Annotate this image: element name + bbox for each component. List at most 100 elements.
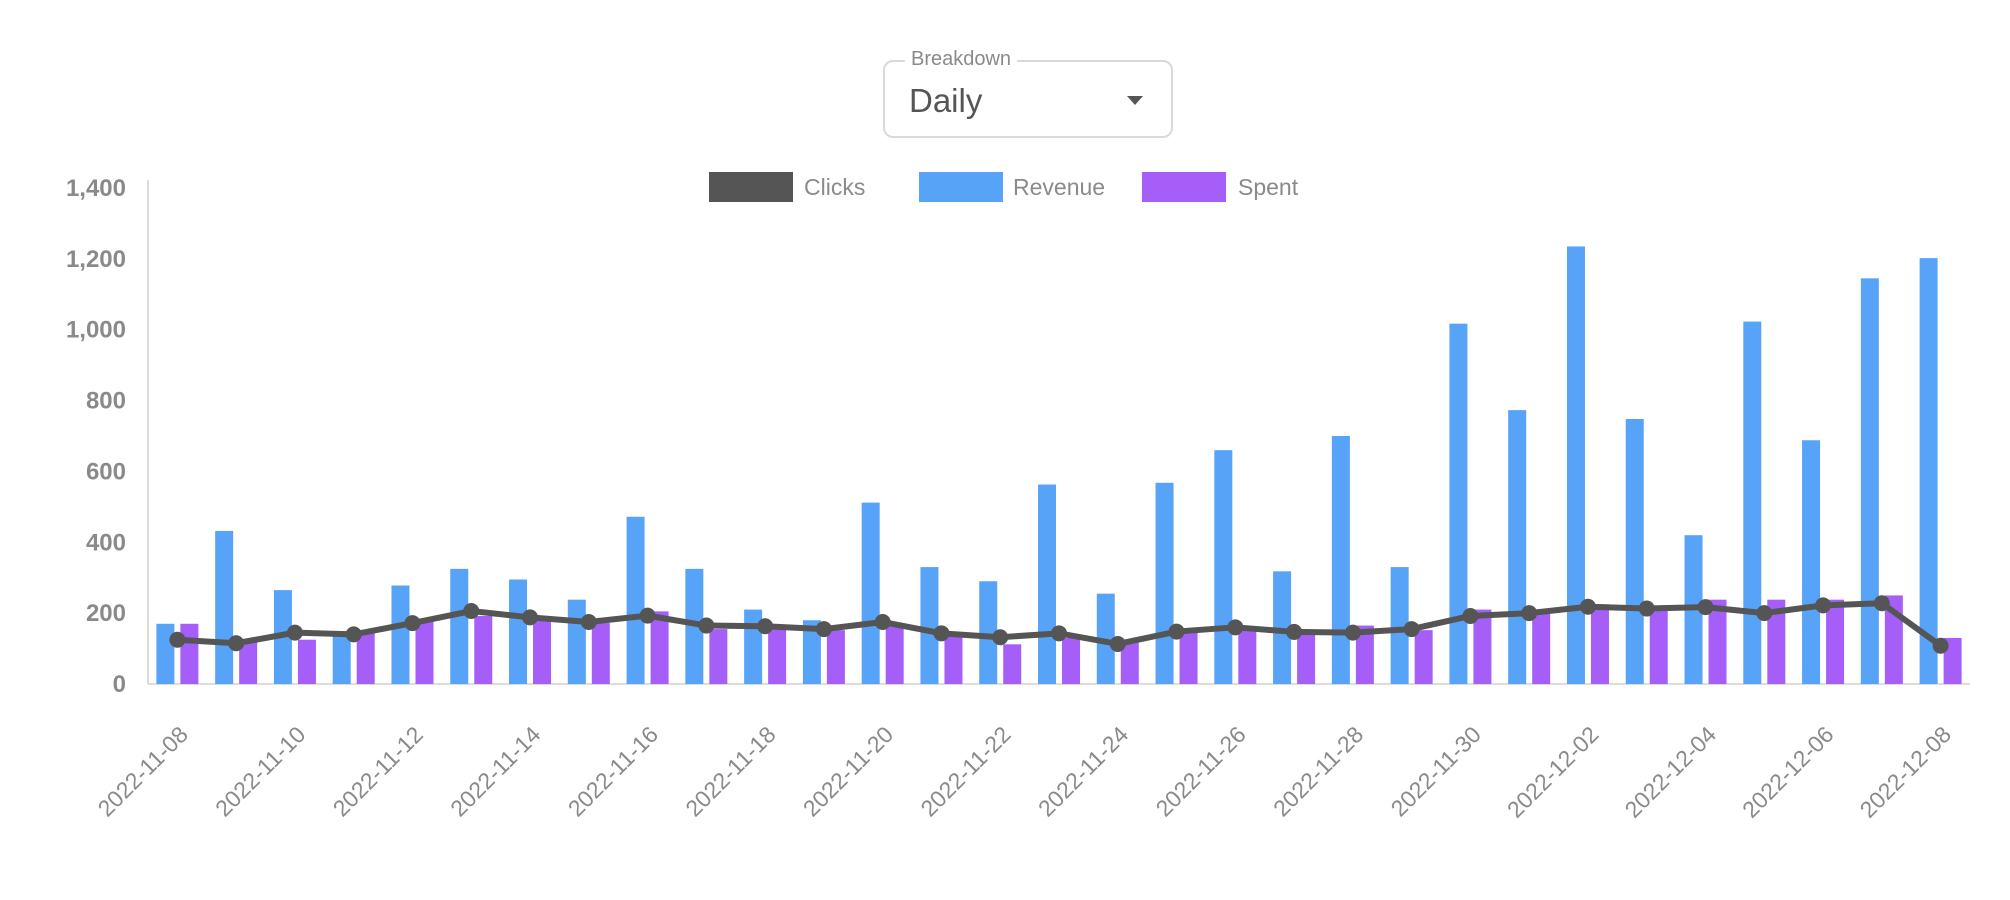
revenue-bar — [1802, 440, 1821, 684]
x-tick-label: 2022-12-06 — [1737, 721, 1839, 823]
spent-bar — [1062, 637, 1080, 684]
revenue-bar — [979, 581, 998, 684]
spent-legend-label: Spent — [1238, 174, 1299, 200]
revenue-bar — [450, 568, 469, 684]
revenue-bar — [1331, 436, 1350, 684]
spent-bar — [944, 635, 963, 684]
y-tick-label: 200 — [86, 600, 126, 627]
revenue-bar — [1743, 321, 1762, 684]
revenue-bar — [567, 599, 586, 684]
clicks-point — [1227, 619, 1244, 636]
revenue-bar — [920, 567, 939, 684]
revenue-bar — [332, 632, 351, 684]
x-tick-label: 2022-11-24 — [1033, 721, 1134, 822]
spent-bar — [474, 615, 493, 684]
spent-bar — [1238, 627, 1257, 684]
x-tick-label: 2022-11-30 — [1386, 721, 1486, 821]
revenue-bar — [1038, 484, 1056, 684]
clicks-point — [286, 624, 303, 641]
revenue-bar — [1273, 571, 1292, 684]
revenue-bar — [1508, 410, 1527, 684]
revenue-bar — [391, 585, 410, 684]
x-tick-label: 2022-12-02 — [1502, 721, 1604, 823]
spent-bar — [1590, 604, 1609, 684]
clicks-point — [1815, 597, 1832, 614]
caret-down-icon — [1127, 96, 1143, 105]
clicks-point — [1579, 598, 1596, 615]
spent-bar — [1649, 610, 1668, 684]
spent-bar — [1767, 599, 1786, 684]
clicks-point — [1932, 637, 1949, 654]
spent-bar — [1708, 599, 1727, 684]
y-tick-label: 600 — [86, 458, 126, 485]
clicks-point — [1286, 623, 1303, 640]
clicks-point — [522, 609, 539, 626]
clicks-point — [815, 621, 832, 638]
spent-bar — [1297, 630, 1316, 684]
spent-bar — [591, 623, 610, 684]
clicks-line — [169, 595, 1949, 654]
clicks-point — [874, 614, 891, 630]
clicks-point — [933, 625, 950, 642]
revenue-bar — [1214, 450, 1233, 684]
revenue-bar — [1390, 567, 1409, 684]
spent-bar — [1414, 630, 1433, 684]
breakdown-select[interactable]: Breakdown Daily — [883, 48, 1173, 138]
clicks-point — [404, 615, 421, 632]
x-tick-label: 2022-11-08 — [93, 721, 193, 821]
spent-bar — [885, 625, 904, 684]
breakdown-label: Breakdown — [905, 48, 1018, 71]
revenue-bar — [1860, 278, 1879, 684]
spent-bar — [239, 642, 258, 684]
clicks-point — [698, 617, 715, 634]
revenue-bar — [1566, 246, 1585, 684]
clicks-point — [1168, 623, 1185, 640]
x-tick-label: 2022-11-10 — [210, 721, 310, 821]
y-tick-label: 1,400 — [66, 175, 126, 202]
spent-bar — [826, 630, 845, 684]
revenue-bar — [509, 579, 528, 684]
spent-bar — [1532, 613, 1551, 684]
spent-bar — [650, 611, 669, 684]
x-tick-label: 2022-11-22 — [915, 721, 1015, 821]
x-tick-label: 2022-11-12 — [328, 721, 428, 821]
chart-legend: Clicks Revenue Spent — [709, 172, 1299, 202]
clicks-point — [580, 614, 597, 630]
x-tick-label: 2022-12-08 — [1855, 721, 1957, 823]
y-tick-label: 1,200 — [66, 246, 126, 273]
clicks-point — [1521, 605, 1538, 622]
spent-bar — [356, 631, 375, 684]
x-tick-label: 2022-11-16 — [563, 721, 663, 821]
clicks-point — [228, 635, 245, 652]
spent-legend-swatch — [1142, 172, 1226, 202]
spent-bar — [768, 629, 787, 684]
revenue-bar — [802, 620, 821, 684]
revenue-bar — [215, 530, 234, 684]
spent-bar — [1473, 609, 1492, 684]
clicks-point — [1051, 625, 1067, 642]
x-axis: 2022-11-08 2022-11-10 2022-11-12 2022-11-14… — [93, 683, 1970, 823]
revenue-legend-swatch — [919, 172, 1003, 202]
revenue-bar — [626, 516, 645, 684]
breakdown-value: Daily — [909, 82, 983, 119]
clicks-point — [1756, 605, 1773, 622]
clicks-point — [169, 631, 186, 648]
y-tick-label: 1,000 — [66, 317, 126, 344]
revenue-bar — [861, 502, 880, 684]
spent-bar — [297, 639, 316, 684]
revenue-bar — [1625, 418, 1644, 684]
clicks-point — [345, 626, 362, 643]
y-tick-label: 800 — [86, 388, 126, 415]
clicks-point — [757, 618, 774, 635]
clicks-point — [992, 629, 1009, 646]
x-tick-label: 2022-11-18 — [680, 721, 780, 821]
spent-bar — [1943, 637, 1962, 684]
spent-bar — [709, 629, 728, 684]
clicks-legend-label: Clicks — [804, 174, 865, 200]
spent-bar — [1120, 641, 1139, 684]
y-tick-label: 0 — [113, 671, 126, 698]
revenue-bar — [156, 623, 175, 684]
spent-bar — [533, 620, 552, 684]
clicks-point — [639, 607, 656, 624]
spent-bar — [1826, 599, 1845, 684]
